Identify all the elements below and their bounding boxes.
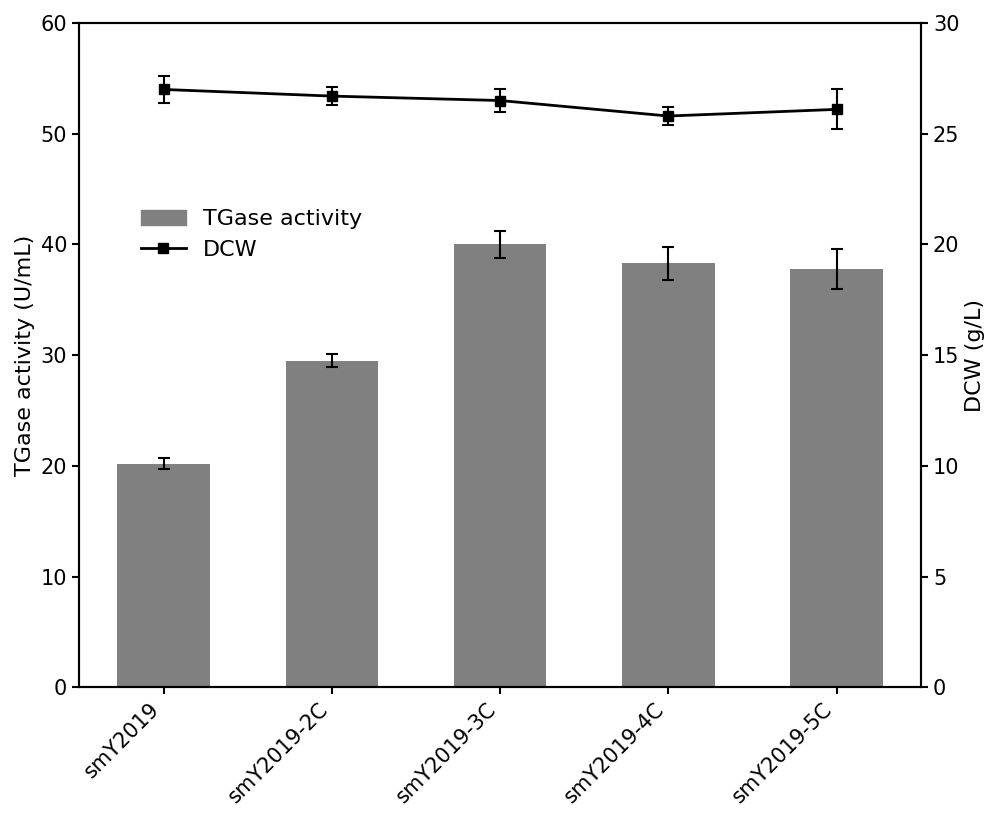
- Legend: TGase activity, DCW: TGase activity, DCW: [132, 201, 371, 269]
- Y-axis label: DCW (g/L): DCW (g/L): [965, 298, 985, 412]
- Bar: [622, 263, 715, 687]
- Bar: [286, 361, 378, 687]
- Y-axis label: TGase activity (U/mL): TGase activity (U/mL): [15, 234, 35, 476]
- Bar: [454, 244, 546, 687]
- Bar: [790, 269, 883, 687]
- Bar: [117, 464, 210, 687]
